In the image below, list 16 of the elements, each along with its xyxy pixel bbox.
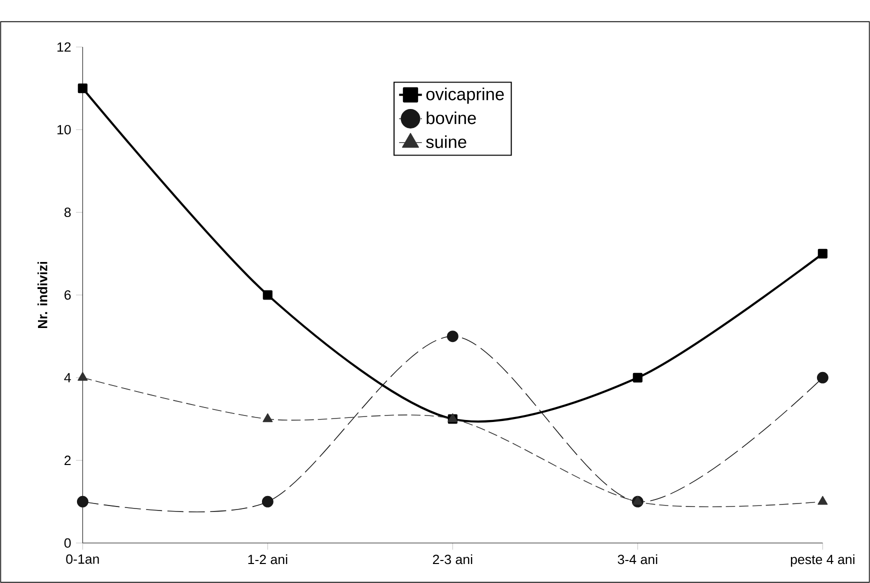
y-tick-label: 6 [64,290,71,300]
y-tick-label: 4 [64,373,71,382]
x-tick-label: 2-3 ani [432,554,472,564]
x-tick-label: peste 4 ani [790,554,854,567]
y-tick-label: 2 [64,456,71,465]
y-tick-label: 0 [64,538,71,548]
x-tick-label: 0-1an [66,554,99,564]
y-axis-title: Nr. indivizi [38,262,48,328]
x-tick-label: 1-2 ani [248,554,288,564]
legend-label: ovicaprine [426,88,504,104]
y-tick-label: 12 [57,42,71,52]
y-tick-label: 8 [64,208,71,218]
y-tick-label: 10 [57,124,71,134]
legend-label: suine [426,135,466,148]
legend-label: bovine [426,111,476,124]
x-tick-label: 3-4 ani [618,554,658,564]
